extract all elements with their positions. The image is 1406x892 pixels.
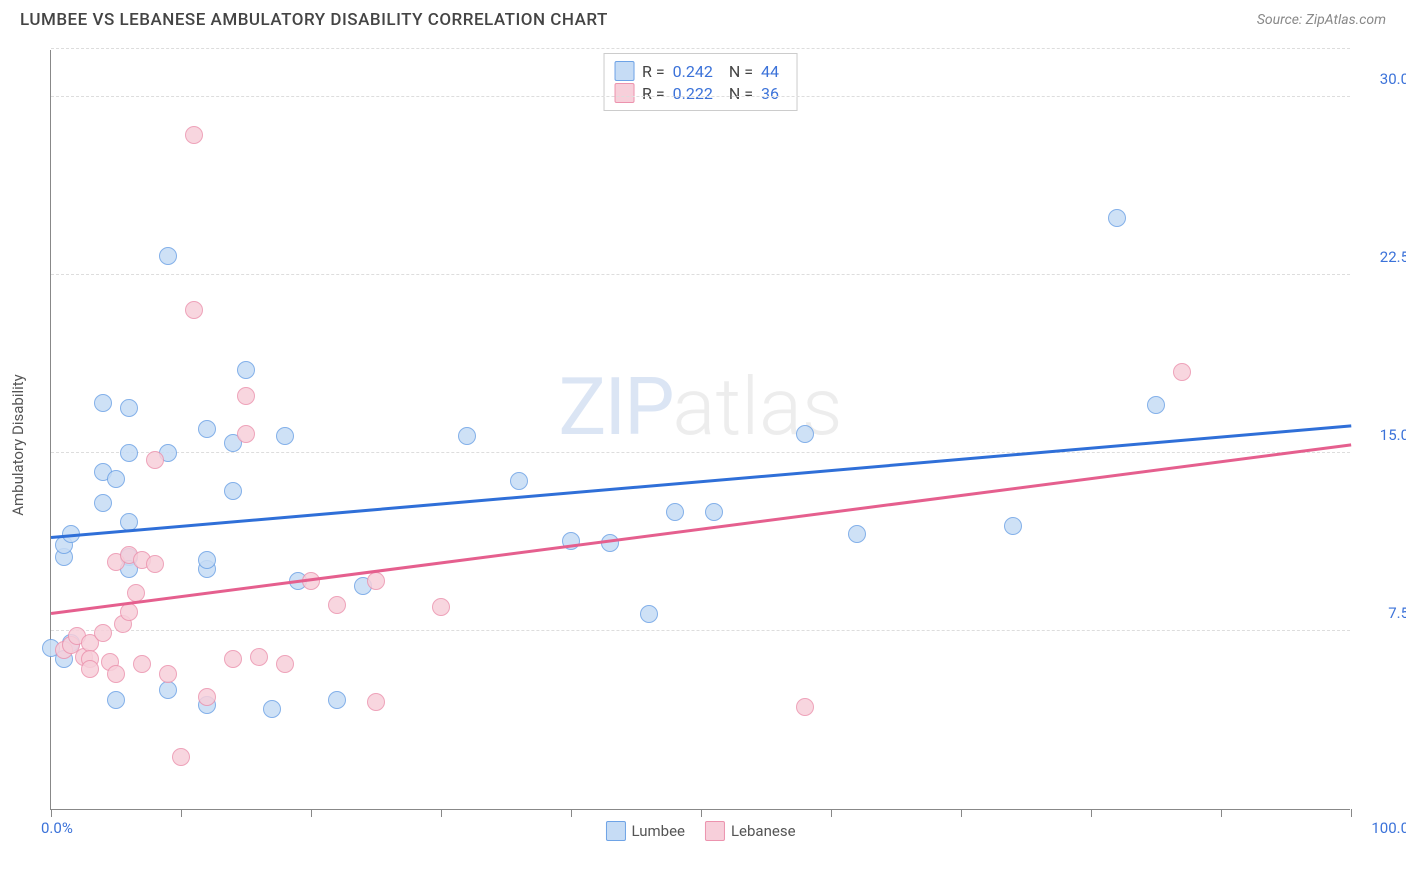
data-point — [198, 688, 216, 706]
regression-line — [51, 443, 1351, 614]
data-point — [107, 691, 125, 709]
data-point — [510, 472, 528, 490]
data-point — [120, 399, 138, 417]
data-point — [120, 603, 138, 621]
data-point — [172, 748, 190, 766]
data-point — [1147, 396, 1165, 414]
x-tick — [1091, 809, 1092, 817]
x-tick — [51, 809, 52, 817]
legend-item: Lebanese — [705, 821, 796, 841]
data-point — [1173, 363, 1191, 381]
y-axis-label: Ambulatory Disability — [9, 374, 27, 516]
y-tick-label: 22.5% — [1380, 248, 1406, 266]
data-point — [159, 681, 177, 699]
data-point — [159, 665, 177, 683]
data-point — [848, 525, 866, 543]
x-tick — [831, 809, 832, 817]
data-point — [107, 470, 125, 488]
series-swatch — [614, 61, 634, 81]
x-tick — [571, 809, 572, 817]
x-tick — [1221, 809, 1222, 817]
series-legend: Lumbee Lebanese — [605, 821, 795, 841]
source-label: Source: ZipAtlas.com — [1257, 12, 1386, 28]
gridline-h — [51, 96, 1350, 97]
plot-area: ZIPatlas R =0.242N =44R =0.222N =36 Lumb… — [50, 50, 1350, 810]
y-tick-label: 30.0% — [1380, 70, 1406, 88]
data-point — [250, 648, 268, 666]
stat-r-value: 0.242 — [673, 62, 713, 81]
gridline-h — [51, 48, 1350, 49]
x-tick — [311, 809, 312, 817]
data-point — [237, 387, 255, 405]
data-point — [432, 598, 450, 616]
data-point — [237, 425, 255, 443]
legend-swatch — [605, 821, 625, 841]
data-point — [1108, 209, 1126, 227]
x-tick — [961, 809, 962, 817]
y-tick-label: 7.5% — [1388, 604, 1406, 622]
chart-title: LUMBEE VS LEBANESE AMBULATORY DISABILITY… — [20, 10, 608, 30]
legend-label: Lebanese — [731, 822, 796, 840]
x-tick — [701, 809, 702, 817]
data-point — [159, 247, 177, 265]
x-tick-label: 100.0% — [1371, 819, 1406, 837]
gridline-h — [51, 274, 1350, 275]
data-point — [328, 691, 346, 709]
legend-swatch — [705, 821, 725, 841]
data-point — [263, 700, 281, 718]
data-point — [107, 665, 125, 683]
data-point — [237, 361, 255, 379]
data-point — [198, 551, 216, 569]
series-swatch — [614, 83, 634, 103]
x-tick-label: 0.0% — [41, 819, 73, 837]
stats-row: R = 0.242 N = 44 — [614, 61, 787, 81]
stat-r-value: 0.222 — [673, 84, 713, 103]
data-point — [94, 394, 112, 412]
x-tick — [1351, 809, 1352, 817]
data-point — [601, 534, 619, 552]
data-point — [367, 572, 385, 590]
data-point — [81, 660, 99, 678]
gridline-h — [51, 630, 1350, 631]
stat-n-value: 44 — [761, 62, 779, 81]
stat-n-label: N = — [729, 62, 753, 81]
data-point — [796, 425, 814, 443]
data-point — [1004, 517, 1022, 535]
data-point — [94, 494, 112, 512]
data-point — [198, 420, 216, 438]
stats-legend-box: R = 0.242 N = 44 R = 0.222 N = 36 — [603, 53, 798, 111]
stat-r-label: R = — [642, 84, 665, 103]
data-point — [276, 427, 294, 445]
legend-label: Lumbee — [631, 822, 685, 840]
data-point — [458, 427, 476, 445]
data-point — [367, 693, 385, 711]
data-point — [133, 655, 151, 673]
data-point — [185, 126, 203, 144]
data-point — [224, 650, 242, 668]
data-point — [666, 503, 684, 521]
data-point — [185, 301, 203, 319]
data-point — [120, 444, 138, 462]
gridline-h — [51, 452, 1350, 453]
data-point — [276, 655, 294, 673]
watermark-atlas: atlas — [673, 360, 843, 454]
data-point — [328, 596, 346, 614]
watermark-zip: ZIP — [558, 360, 672, 454]
x-tick — [441, 809, 442, 817]
data-point — [224, 482, 242, 500]
data-point — [146, 555, 164, 573]
stat-n-label: N = — [729, 84, 753, 103]
data-point — [705, 503, 723, 521]
chart-container: Ambulatory Disability ZIPatlas R =0.242N… — [50, 50, 1390, 840]
x-tick — [181, 809, 182, 817]
data-point — [796, 698, 814, 716]
y-tick-label: 15.0% — [1380, 426, 1406, 444]
data-point — [94, 624, 112, 642]
data-point — [640, 605, 658, 623]
stats-row: R = 0.222 N = 36 — [614, 83, 787, 103]
legend-item: Lumbee — [605, 821, 685, 841]
stat-r-label: R = — [642, 62, 665, 81]
stat-n-value: 36 — [761, 84, 779, 103]
data-point — [146, 451, 164, 469]
